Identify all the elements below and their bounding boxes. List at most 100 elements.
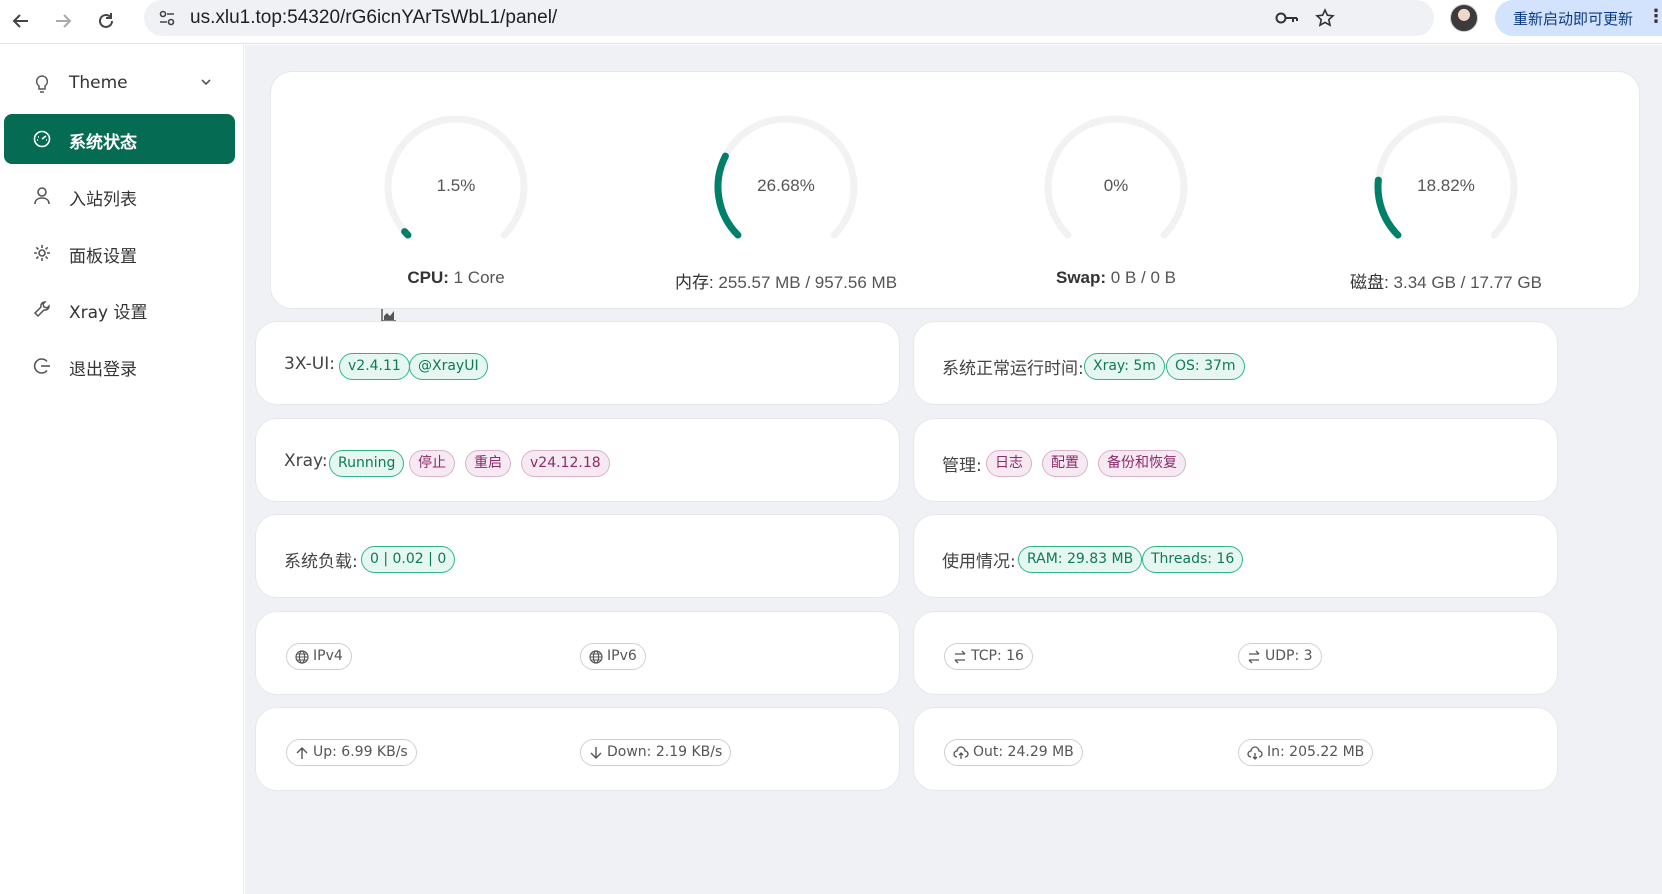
memory-percent: 26.68% (757, 176, 815, 195)
main-content: 1.5% CPU: 1 Core 26.68% 内存: 255.57 MB / … (245, 45, 1662, 894)
telegram-tag[interactable]: @XrayUI (409, 353, 488, 380)
chevron-down-icon[interactable] (199, 75, 213, 94)
disk-caption-key: 磁盘: (1350, 273, 1389, 292)
disk-percent: 18.82% (1417, 176, 1475, 195)
connections-card: TCP: 16 UDP: 3 (913, 611, 1558, 695)
xray-version-button[interactable]: v24.12.18 (521, 450, 610, 477)
swap-arrows-icon (954, 650, 966, 663)
sidebar-item-panel-settings[interactable]: 面板设置 (4, 228, 235, 278)
update-label: 重新启动即可更新 (1513, 10, 1634, 28)
sidebar-item-label: 系统状态 (69, 133, 137, 153)
load-card: 系统负载: 0 | 0.02 | 0 (255, 514, 900, 598)
bulb-icon (32, 74, 52, 94)
xray-card: Xray: Running 停止 重启 v24.12.18 (255, 418, 900, 502)
memory-caption: 内存: 255.57 MB / 957.56 MB (621, 268, 951, 293)
globe-icon (295, 649, 309, 664)
resource-gauges-card: 1.5% CPU: 1 Core 26.68% 内存: 255.57 MB / … (270, 71, 1640, 322)
url-text[interactable]: us.xlu1.top:54320/rG6icnYArTsWbL1/panel/ (190, 7, 558, 28)
swap-caption-key: Swap: (1056, 268, 1107, 287)
disk-caption-value: 3.34 GB / 17.77 GB (1393, 273, 1542, 292)
udp-tag: UDP: 3 (1238, 643, 1322, 670)
uptime-card: 系统正常运行时间: Xray: 5m OS: 37m (913, 321, 1558, 405)
traffic-in-label: In: 205.22 MB (1267, 744, 1365, 760)
download-speed-label: Down: 2.19 KB/s (607, 744, 723, 760)
sidebar-item-xray-settings[interactable]: Xray 设置 (4, 284, 235, 334)
gauge-value-arc (714, 152, 742, 239)
site-settings-icon[interactable] (154, 5, 180, 31)
sidebar-item-label: 入站列表 (69, 190, 137, 210)
uptime-label: 系统正常运行时间: (942, 359, 1084, 379)
logs-button[interactable]: 日志 (986, 450, 1032, 477)
sidebar-item-label: 面板设置 (69, 247, 137, 267)
threads-tag: Threads: 16 (1142, 546, 1244, 573)
swap-arrows-icon (1248, 650, 1260, 663)
version-card: 3X-UI: v2.4.11 @XrayUI (255, 321, 900, 405)
upload-speed-tag: Up: 6.99 KB/s (286, 739, 417, 766)
tcp-label: TCP: 16 (971, 648, 1024, 664)
sidebar-item-label: Xray 设置 (69, 303, 148, 323)
back-icon[interactable] (6, 6, 36, 36)
xray-status-tag: Running (329, 450, 405, 477)
forward-icon[interactable] (48, 6, 78, 36)
sidebar-item-logout[interactable]: 退出登录 (4, 341, 235, 391)
manage-label: 管理: (942, 456, 982, 476)
user-icon (32, 186, 52, 206)
browser-toolbar: us.xlu1.top:54320/rG6icnYArTsWbL1/panel/… (0, 0, 1662, 44)
cloud-download-icon (1247, 745, 1263, 760)
gauge-value-arc (401, 228, 412, 239)
version-tag[interactable]: v2.4.11 (339, 353, 410, 380)
ip-card: IPv4 IPv6 (255, 611, 900, 695)
cpu-gauge: 1.5% CPU: 1 Core (291, 72, 621, 322)
swap-gauge: 0% Swap: 0 B / 0 B (951, 72, 1281, 320)
ipv4-label: IPv4 (313, 648, 343, 664)
ipv4-button[interactable]: IPv4 (286, 643, 352, 670)
gauge-value-arc (1374, 176, 1402, 239)
backup-button[interactable]: 备份和恢复 (1098, 450, 1186, 477)
upload-speed-label: Up: 6.99 KB/s (313, 744, 408, 760)
arrow-down-icon (590, 746, 602, 759)
xray-label: Xray: (284, 451, 328, 471)
ipv6-label: IPv6 (607, 648, 637, 664)
swap-percent: 0% (1103, 176, 1129, 195)
disk-gauge-ring (1374, 115, 1518, 239)
usage-card: 使用情况: RAM: 29.83 MB Threads: 16 (913, 514, 1558, 598)
update-button[interactable]: 重新启动即可更新 ⋮ (1495, 0, 1662, 36)
globe-icon (589, 649, 603, 664)
traffic-out-tag: Out: 24.29 MB (944, 739, 1083, 766)
version-label: 3X-UI: (284, 354, 335, 374)
stop-button[interactable]: 停止 (409, 450, 455, 477)
profile-avatar[interactable] (1450, 4, 1478, 32)
manage-card: 管理: 日志 配置 备份和恢复 (913, 418, 1558, 502)
reload-icon[interactable] (91, 6, 121, 36)
wrench-icon (32, 299, 52, 319)
memory-caption-key: 内存: (674, 273, 714, 292)
cloud-upload-icon (953, 745, 969, 759)
password-key-icon[interactable] (1274, 5, 1300, 31)
xray-uptime-tag: Xray: 5m (1084, 353, 1165, 380)
gear-icon (32, 243, 52, 263)
swap-gauge-ring (1044, 115, 1188, 239)
load-value-tag: 0 | 0.02 | 0 (361, 546, 456, 573)
memory-gauge: 26.68% 内存: 255.57 MB / 957.56 MB (621, 72, 951, 320)
more-menu-icon[interactable]: ⋮ (1647, 6, 1662, 26)
download-speed-tag: Down: 2.19 KB/s (580, 739, 732, 766)
swap-caption-value: 0 B / 0 B (1110, 268, 1176, 287)
tcp-tag: TCP: 16 (944, 643, 1033, 670)
restart-button[interactable]: 重启 (465, 450, 511, 477)
udp-label: UDP: 3 (1265, 648, 1313, 664)
sidebar: Theme 系统状态 入站列表 面板设置 Xray 设置 退出登录 (0, 45, 244, 894)
ipv6-button[interactable]: IPv6 (580, 643, 646, 670)
logout-icon (32, 356, 52, 376)
traffic-card: Out: 24.29 MB In: 205.22 MB (913, 707, 1558, 791)
sidebar-item-label: Theme (69, 73, 128, 93)
os-uptime-tag: OS: 37m (1166, 353, 1245, 380)
sidebar-item-theme[interactable]: Theme (4, 59, 235, 109)
bookmark-star-icon[interactable] (1312, 5, 1338, 31)
sidebar-item-inbounds[interactable]: 入站列表 (4, 171, 235, 221)
arrow-up-icon (296, 746, 308, 759)
sidebar-item-status[interactable]: 系统状态 (4, 114, 235, 164)
config-button[interactable]: 配置 (1042, 450, 1088, 477)
memory-caption-value: 255.57 MB / 957.56 MB (718, 273, 898, 292)
disk-gauge: 18.82% 磁盘: 3.34 GB / 17.77 GB (1281, 72, 1611, 320)
address-bar[interactable]: us.xlu1.top:54320/rG6icnYArTsWbL1/panel/ (144, 0, 1434, 36)
